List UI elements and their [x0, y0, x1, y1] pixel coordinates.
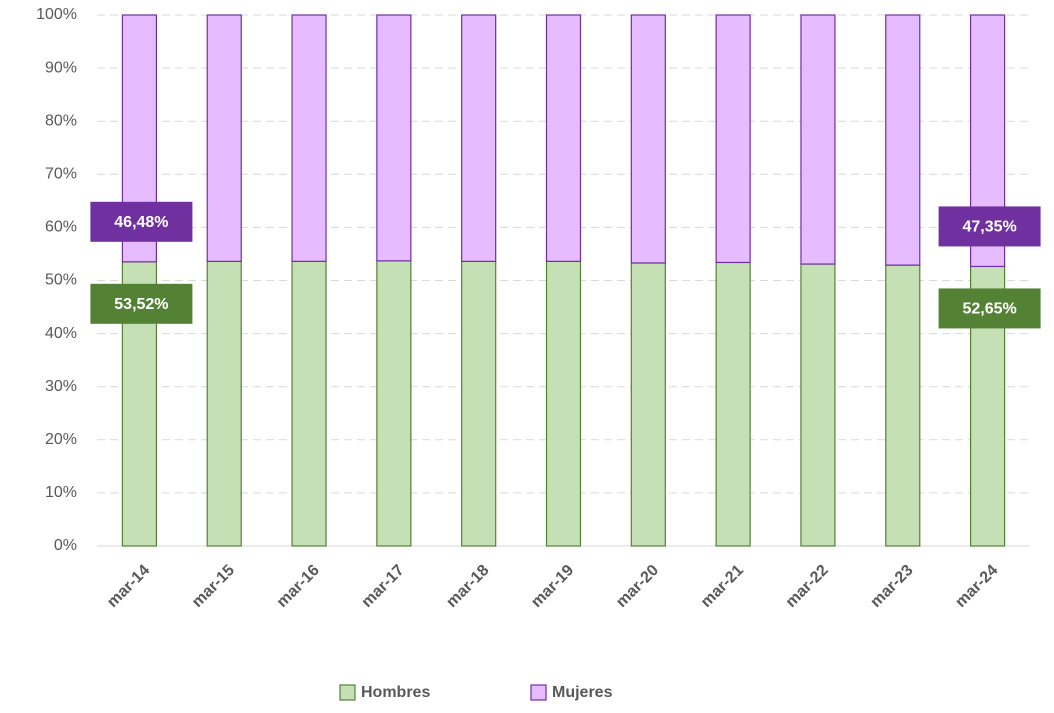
- bar-segment: [206, 260, 242, 547]
- data-label: 46,48%: [114, 214, 168, 231]
- x-tick-group: mar-24: [952, 562, 1001, 611]
- y-tick-label: 70%: [45, 166, 77, 183]
- bar-segment: [630, 14, 666, 264]
- bar-segment: [715, 261, 751, 547]
- data-label: 53,52%: [114, 296, 168, 313]
- y-tick-label: 40%: [45, 325, 77, 342]
- y-tick-label: 80%: [45, 112, 77, 129]
- bar-segment: [545, 260, 582, 547]
- x-tick-label: mar-18: [443, 562, 492, 611]
- data-label-box: [938, 288, 1041, 329]
- data-label: 52,65%: [962, 301, 1016, 318]
- x-tick-label: mar-23: [867, 562, 916, 611]
- x-tick-group: mar-19: [528, 562, 577, 611]
- x-tick-group: mar-15: [189, 562, 238, 611]
- x-tick-label: mar-14: [104, 562, 153, 611]
- data-label-box: [90, 283, 193, 324]
- x-tick-group: mar-23: [867, 562, 916, 611]
- y-tick-label: 10%: [45, 484, 77, 501]
- bar-segment: [545, 14, 582, 262]
- bar-segment: [461, 14, 497, 262]
- x-tick-group: mar-16: [274, 562, 323, 611]
- bar-segment: [461, 260, 497, 547]
- bar-segment: [800, 263, 836, 547]
- bar-segment: [885, 264, 921, 547]
- bar-segment: [630, 262, 666, 547]
- x-tick-label: mar-21: [698, 562, 747, 611]
- bar-segment: [885, 14, 921, 266]
- y-tick-label: 60%: [45, 219, 77, 236]
- legend-label: Mujeres: [552, 684, 613, 701]
- x-tick-label: mar-20: [613, 562, 662, 611]
- x-tick-group: mar-18: [443, 562, 492, 611]
- x-tick-label: mar-15: [189, 562, 238, 611]
- x-tick-group: mar-20: [613, 562, 662, 611]
- y-tick-label: 0%: [54, 537, 77, 554]
- bar-segment: [376, 14, 412, 262]
- y-tick-label: 50%: [45, 272, 77, 289]
- bar-segment: [800, 14, 836, 265]
- bar-segment: [376, 260, 412, 547]
- y-tick-label: 30%: [45, 378, 77, 395]
- bar-segment: [291, 260, 327, 547]
- x-tick-label: mar-17: [359, 562, 408, 611]
- y-tick-label: 90%: [45, 59, 77, 76]
- x-tick-label: mar-24: [952, 562, 1001, 611]
- legend-swatch: [530, 684, 547, 701]
- x-tick-label: mar-22: [783, 562, 832, 611]
- bar-segment: [715, 14, 751, 264]
- x-tick-group: mar-14: [104, 562, 153, 611]
- x-tick-label: mar-16: [274, 562, 323, 611]
- x-tick-group: mar-21: [698, 562, 747, 611]
- data-label-box: [938, 206, 1041, 247]
- data-label-box: [90, 201, 193, 242]
- y-tick-label: 20%: [45, 431, 77, 448]
- x-tick-group: mar-17: [359, 562, 408, 611]
- legend-swatch: [339, 684, 356, 701]
- x-tick-group: mar-22: [783, 562, 832, 611]
- data-label: 47,35%: [962, 219, 1016, 236]
- bar-segment: [206, 14, 242, 262]
- legend-label: Hombres: [361, 684, 430, 701]
- bar-segment: [291, 14, 327, 262]
- y-tick-label: 100%: [36, 6, 77, 23]
- x-tick-label: mar-19: [528, 562, 577, 611]
